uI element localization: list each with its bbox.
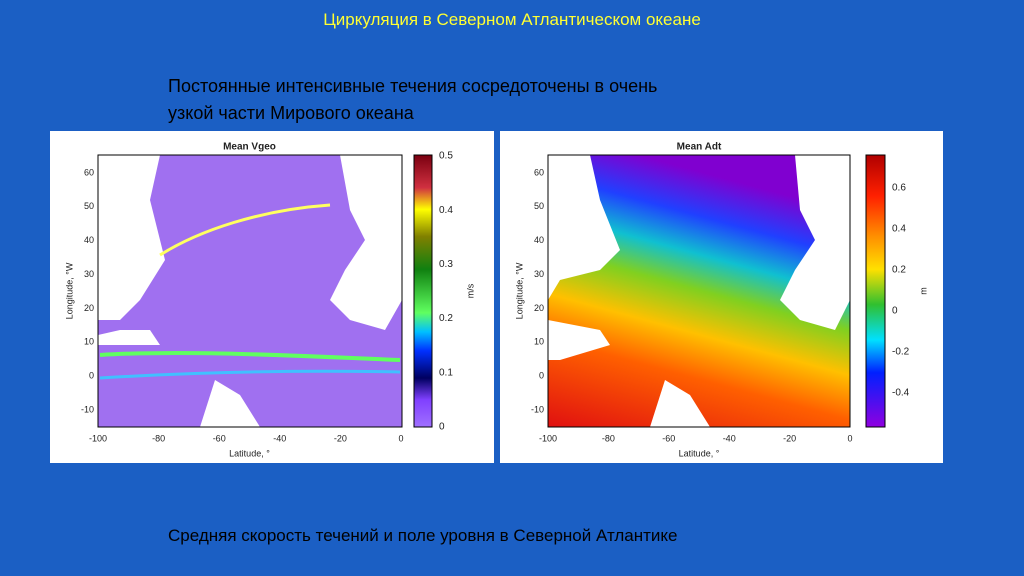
y-tick-label: 20 [534, 303, 544, 313]
y-tick-label: 50 [534, 201, 544, 211]
x-tick-label: 0 [847, 433, 852, 443]
colorbar-tick-label: 0.1 [439, 367, 453, 378]
x-tick-label: -40 [273, 433, 286, 443]
colorbar [865, 154, 886, 428]
x-tick-label: -100 [539, 433, 557, 443]
colorbar-tick-label: 0 [892, 306, 898, 317]
y-tick-label: 40 [534, 235, 544, 245]
y-tick-label: 60 [534, 167, 544, 177]
y-axis-label: Longitude, °W [514, 262, 524, 319]
current [159, 203, 331, 257]
x-tick-label: -40 [723, 433, 736, 443]
y-tick-label: 20 [84, 303, 94, 313]
x-tick-label: -20 [783, 433, 796, 443]
y-tick-label: 30 [534, 269, 544, 279]
slide-title: Циркуляция в Северном Атлантическом океа… [323, 10, 701, 29]
caption: Средняя скорость течений и поле уровня в… [168, 526, 678, 545]
y-tick-label: 60 [84, 167, 94, 177]
x-tick-label: -60 [213, 433, 226, 443]
y-tick-label: -10 [81, 404, 94, 414]
y-tick-label: 0 [539, 371, 544, 381]
land [548, 155, 620, 300]
land [548, 320, 610, 360]
colorbar [413, 154, 433, 428]
y-tick-label: 10 [84, 337, 94, 347]
y-tick-label: 30 [84, 269, 94, 279]
y-tick-label: 50 [84, 201, 94, 211]
colorbar-tick-label: 0.5 [439, 151, 453, 162]
land [98, 155, 165, 320]
colorbar-tick-label: 0.2 [439, 313, 453, 324]
y-tick-label: 0 [89, 371, 94, 381]
x-axis-label: Latitude, ° [679, 448, 720, 458]
colorbar-tick-label: 0.4 [892, 224, 906, 235]
colorbar-tick-label: 0.2 [892, 265, 906, 276]
colorbar-tick-label: -0.4 [892, 388, 910, 399]
y-tick-label: -10 [531, 404, 544, 414]
y-axis-label: Longitude, °W [64, 262, 74, 319]
land [98, 330, 160, 345]
land [780, 155, 850, 330]
axes-frame [547, 154, 851, 428]
subtitle-line: узкой части Мирового океана [168, 103, 414, 123]
colorbar-tick-label: 0.3 [439, 259, 453, 270]
y-tick-label: 40 [84, 235, 94, 245]
land [330, 155, 402, 330]
plot-title: Mean Vgeo [223, 142, 276, 153]
y-tick-label: 10 [534, 337, 544, 347]
x-tick-label: 0 [398, 433, 403, 443]
axes-frame [97, 154, 403, 428]
plot-title: Mean Adt [677, 142, 722, 153]
x-tick-label: -80 [602, 433, 615, 443]
current [99, 350, 401, 362]
colorbar-tick-label: -0.2 [892, 347, 910, 358]
colorbar-unit: m/s [465, 283, 475, 298]
land [200, 380, 260, 427]
x-tick-label: -60 [662, 433, 675, 443]
colorbar-tick-label: 0 [439, 422, 445, 433]
current [99, 369, 401, 380]
x-tick-label: -20 [334, 433, 347, 443]
colorbar-tick-label: 0.4 [439, 205, 453, 216]
subtitle-line: Постоянные интенсивные течения сосредото… [168, 76, 658, 96]
x-tick-label: -100 [89, 433, 107, 443]
x-axis-label: Latitude, ° [229, 448, 270, 458]
colorbar-unit: m [918, 287, 928, 295]
land [650, 380, 710, 427]
colorbar-tick-label: 0.6 [892, 183, 906, 194]
x-tick-label: -80 [152, 433, 165, 443]
